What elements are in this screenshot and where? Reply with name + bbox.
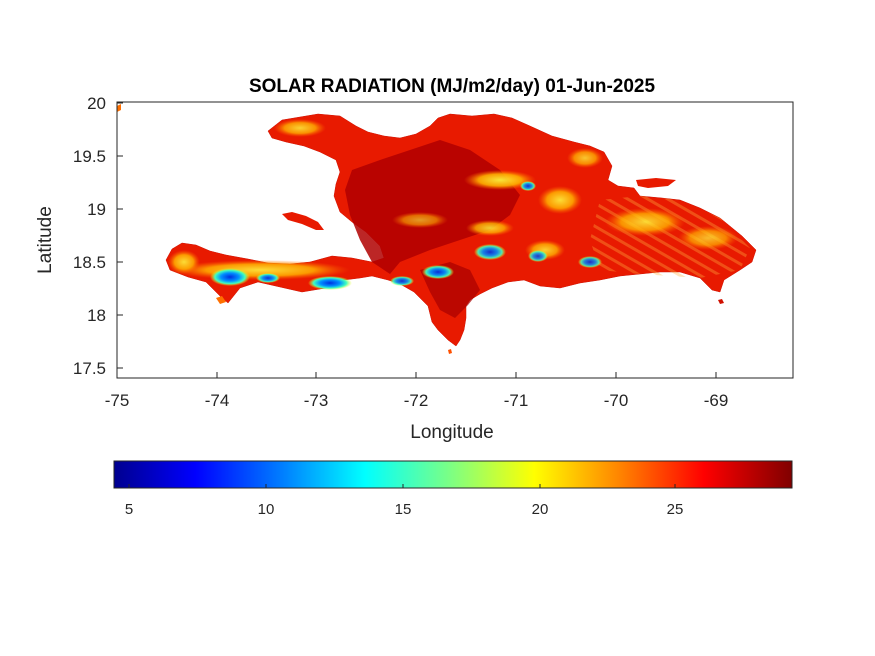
central-blue-4 xyxy=(422,265,454,279)
island-beata xyxy=(448,349,452,354)
north-yellow-3 xyxy=(538,186,582,214)
x-tick-label: -73 xyxy=(304,391,329,410)
x-axis: -75 -74 -73 -72 -71 -70 -69 Longitude xyxy=(105,372,729,443)
island-southwest-islet xyxy=(216,296,226,304)
colorbar-tick-label: 20 xyxy=(532,501,549,518)
north-yellow-1 xyxy=(274,119,326,137)
colorbar-tick-label: 10 xyxy=(258,501,275,518)
y-axis: 20 19.5 19 18.5 18 17.5 Latitude xyxy=(35,94,123,378)
east-yellow-band-1 xyxy=(605,208,685,236)
x-tick-label: -72 xyxy=(404,391,429,410)
north-yellow-4 xyxy=(567,148,603,168)
colorbar: 5 10 15 20 25 xyxy=(113,460,793,518)
central-blue-3 xyxy=(578,256,602,268)
colorbar-gradient xyxy=(113,460,793,489)
x-tick-label: -75 xyxy=(105,391,130,410)
south-yellow-tip xyxy=(168,250,200,274)
plot-area: -75 -74 -73 -72 -71 -70 -69 Longitude 20… xyxy=(35,94,794,443)
y-tick-label: 19.5 xyxy=(73,147,106,166)
south-blue-4 xyxy=(390,276,414,286)
island-raster xyxy=(117,104,757,354)
east-yellow-band-2 xyxy=(678,226,738,250)
central-blue-2 xyxy=(528,250,548,262)
y-axis-label: Latitude xyxy=(35,206,56,274)
x-axis-label: Longitude xyxy=(410,422,493,443)
island-corner-fragment xyxy=(117,104,121,112)
y-tick-label: 17.5 xyxy=(73,359,106,378)
south-blue-1 xyxy=(210,268,250,286)
y-tick-label: 18.5 xyxy=(73,253,106,272)
x-tick-label: -69 xyxy=(704,391,729,410)
map-title: SOLAR RADIATION (MJ/m2/day) 01-Jun-2025 xyxy=(249,76,656,97)
central-yellow-1 xyxy=(466,220,514,236)
island-tortuga xyxy=(282,212,324,230)
central-blue-1 xyxy=(474,244,506,260)
plot-frame xyxy=(116,101,794,379)
y-tick-label: 20 xyxy=(87,94,106,113)
south-blue-3 xyxy=(308,276,352,290)
colorbar-tick-label: 15 xyxy=(395,501,412,518)
y-tick-label: 18 xyxy=(87,306,106,325)
north-yellow-2 xyxy=(464,170,536,190)
x-tick-label: -70 xyxy=(604,391,629,410)
y-tick-label: 19 xyxy=(87,200,106,219)
central-yellow-3 xyxy=(392,212,448,228)
colorbar-tick-label: 25 xyxy=(667,501,684,518)
colorbar-tick-label: 5 xyxy=(125,501,133,518)
x-tick-label: -71 xyxy=(504,391,529,410)
north-cyan-1 xyxy=(520,181,536,191)
south-blue-2 xyxy=(256,273,280,283)
island-northeast-islet xyxy=(636,178,676,188)
island-saona xyxy=(718,299,724,304)
x-tick-label: -74 xyxy=(205,391,230,410)
